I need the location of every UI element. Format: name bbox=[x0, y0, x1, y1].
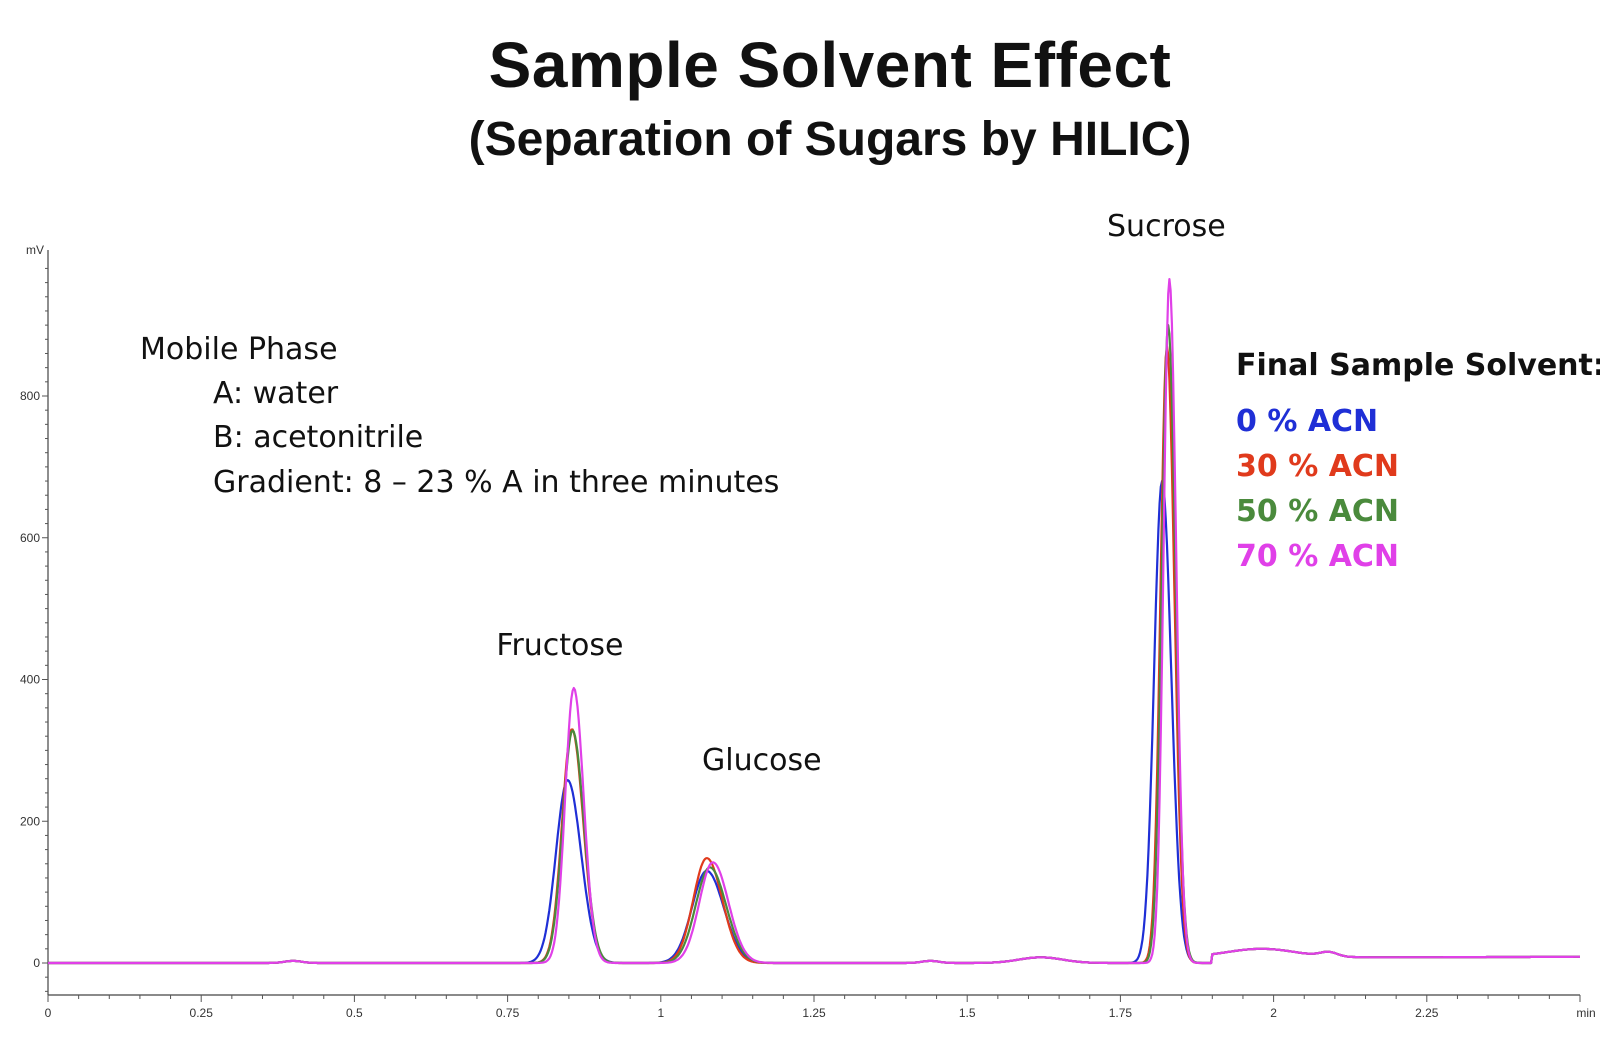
mobile-phase-b: B: acetonitrile bbox=[213, 420, 423, 455]
x-tick-label: 0 bbox=[45, 1006, 52, 1020]
axes: mV min 0 200 400 600 800 0 0.25 0.5 0.75 1 1.25 1.5 1.… bbox=[20, 243, 1596, 1020]
peak-labels: Fructose Glucose Sucrose bbox=[496, 209, 1225, 778]
x-tick-label: 1.25 bbox=[802, 1006, 826, 1020]
traces bbox=[48, 278, 1580, 965]
y-tick-label: 600 bbox=[20, 531, 40, 545]
legend-title: Final Sample Solvent: bbox=[1236, 348, 1600, 383]
gradient-text: Gradient: 8 – 23 % A in three minutes bbox=[213, 465, 779, 500]
x-axis-label: min bbox=[1576, 1006, 1595, 1020]
legend-item: 0 % ACN bbox=[1236, 404, 1378, 439]
x-tick-label: 1 bbox=[657, 1006, 664, 1020]
chart-subtitle: (Separation of Sugars by HILIC) bbox=[468, 113, 1192, 166]
legend-item: 50 % ACN bbox=[1236, 494, 1399, 529]
peak-label-sucrose: Sucrose bbox=[1107, 209, 1226, 244]
x-tick-label: 2 bbox=[1270, 1006, 1277, 1020]
x-tick-label: 0.75 bbox=[496, 1006, 520, 1020]
peak-label-glucose: Glucose bbox=[702, 743, 822, 778]
trace-70-acn bbox=[48, 278, 1580, 965]
legend: Final Sample Solvent: 0 % ACN 30 % ACN 50 … bbox=[1236, 348, 1600, 574]
x-tick-label: 0.5 bbox=[346, 1006, 363, 1020]
x-tick-label: 1.75 bbox=[1109, 1006, 1133, 1020]
y-axis-label: mV bbox=[26, 243, 44, 257]
y-tick-label: 0 bbox=[33, 956, 40, 970]
mobile-phase-annotation: Mobile Phase A: water B: acetonitrile Gr… bbox=[140, 332, 779, 500]
chart-title: Sample Solvent Effect bbox=[488, 29, 1172, 101]
y-tick-label: 400 bbox=[20, 673, 40, 687]
mobile-phase-a: A: water bbox=[213, 376, 339, 411]
x-tick-label: 2.25 bbox=[1415, 1006, 1439, 1020]
y-tick-label: 200 bbox=[20, 814, 40, 828]
y-tick-label: 800 bbox=[20, 389, 40, 403]
legend-item: 70 % ACN bbox=[1236, 539, 1399, 574]
peak-label-fructose: Fructose bbox=[496, 628, 623, 663]
x-tick-label: 0.25 bbox=[190, 1006, 214, 1020]
mobile-phase-title: Mobile Phase bbox=[140, 332, 338, 367]
legend-item: 30 % ACN bbox=[1236, 449, 1399, 484]
x-tick-label: 1.5 bbox=[959, 1006, 976, 1020]
